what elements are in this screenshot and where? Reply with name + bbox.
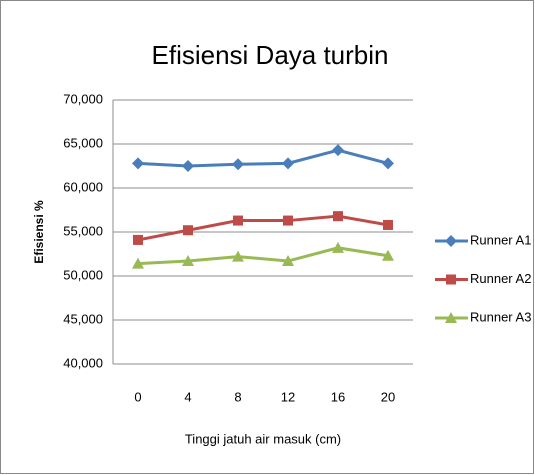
marker <box>332 144 344 157</box>
x-tick-label: 16 <box>331 389 345 404</box>
marker <box>232 250 244 262</box>
legend-marker <box>446 274 456 285</box>
marker <box>182 160 194 172</box>
x-tick-label: 0 <box>134 389 141 404</box>
y-tick-label: 70,000 <box>63 91 103 106</box>
legend-label: Runner A1 <box>470 232 531 247</box>
x-tick-label: 12 <box>281 389 295 404</box>
y-tick-label: 65,000 <box>63 135 103 150</box>
y-tick-label: 45,000 <box>63 311 103 326</box>
y-tick-label: 40,000 <box>63 355 103 370</box>
y-tick-label: 60,000 <box>63 179 103 194</box>
y-tick-label: 55,000 <box>63 223 103 238</box>
x-tick-label: 4 <box>184 389 191 404</box>
marker <box>182 255 194 267</box>
marker <box>232 158 244 171</box>
series-line <box>137 246 389 266</box>
series-line <box>137 214 389 242</box>
marker <box>333 211 343 222</box>
marker <box>282 157 294 170</box>
marker <box>382 157 394 170</box>
marker <box>183 225 193 236</box>
marker <box>282 255 294 267</box>
marker <box>383 219 393 230</box>
marker <box>133 234 143 245</box>
marker <box>132 157 144 170</box>
marker <box>332 241 344 253</box>
marker <box>132 257 144 269</box>
legend-marker <box>445 235 457 247</box>
legend-label: Runner A3 <box>470 309 531 324</box>
y-axis-title: Efisiensi % <box>32 200 46 264</box>
x-tick-label: 8 <box>234 389 241 404</box>
series-line <box>137 148 389 168</box>
legend-label: Runner A2 <box>470 271 531 286</box>
marker <box>283 215 293 226</box>
legend-marker <box>445 312 457 323</box>
chart-title: Efisiensi Daya turbin <box>152 40 389 70</box>
marker <box>382 249 394 261</box>
y-tick-label: 50,000 <box>63 267 103 282</box>
marker <box>233 215 243 226</box>
x-axis-title: Tinggi jatuh air masuk (cm) <box>185 431 341 446</box>
x-tick-label: 20 <box>381 389 395 404</box>
